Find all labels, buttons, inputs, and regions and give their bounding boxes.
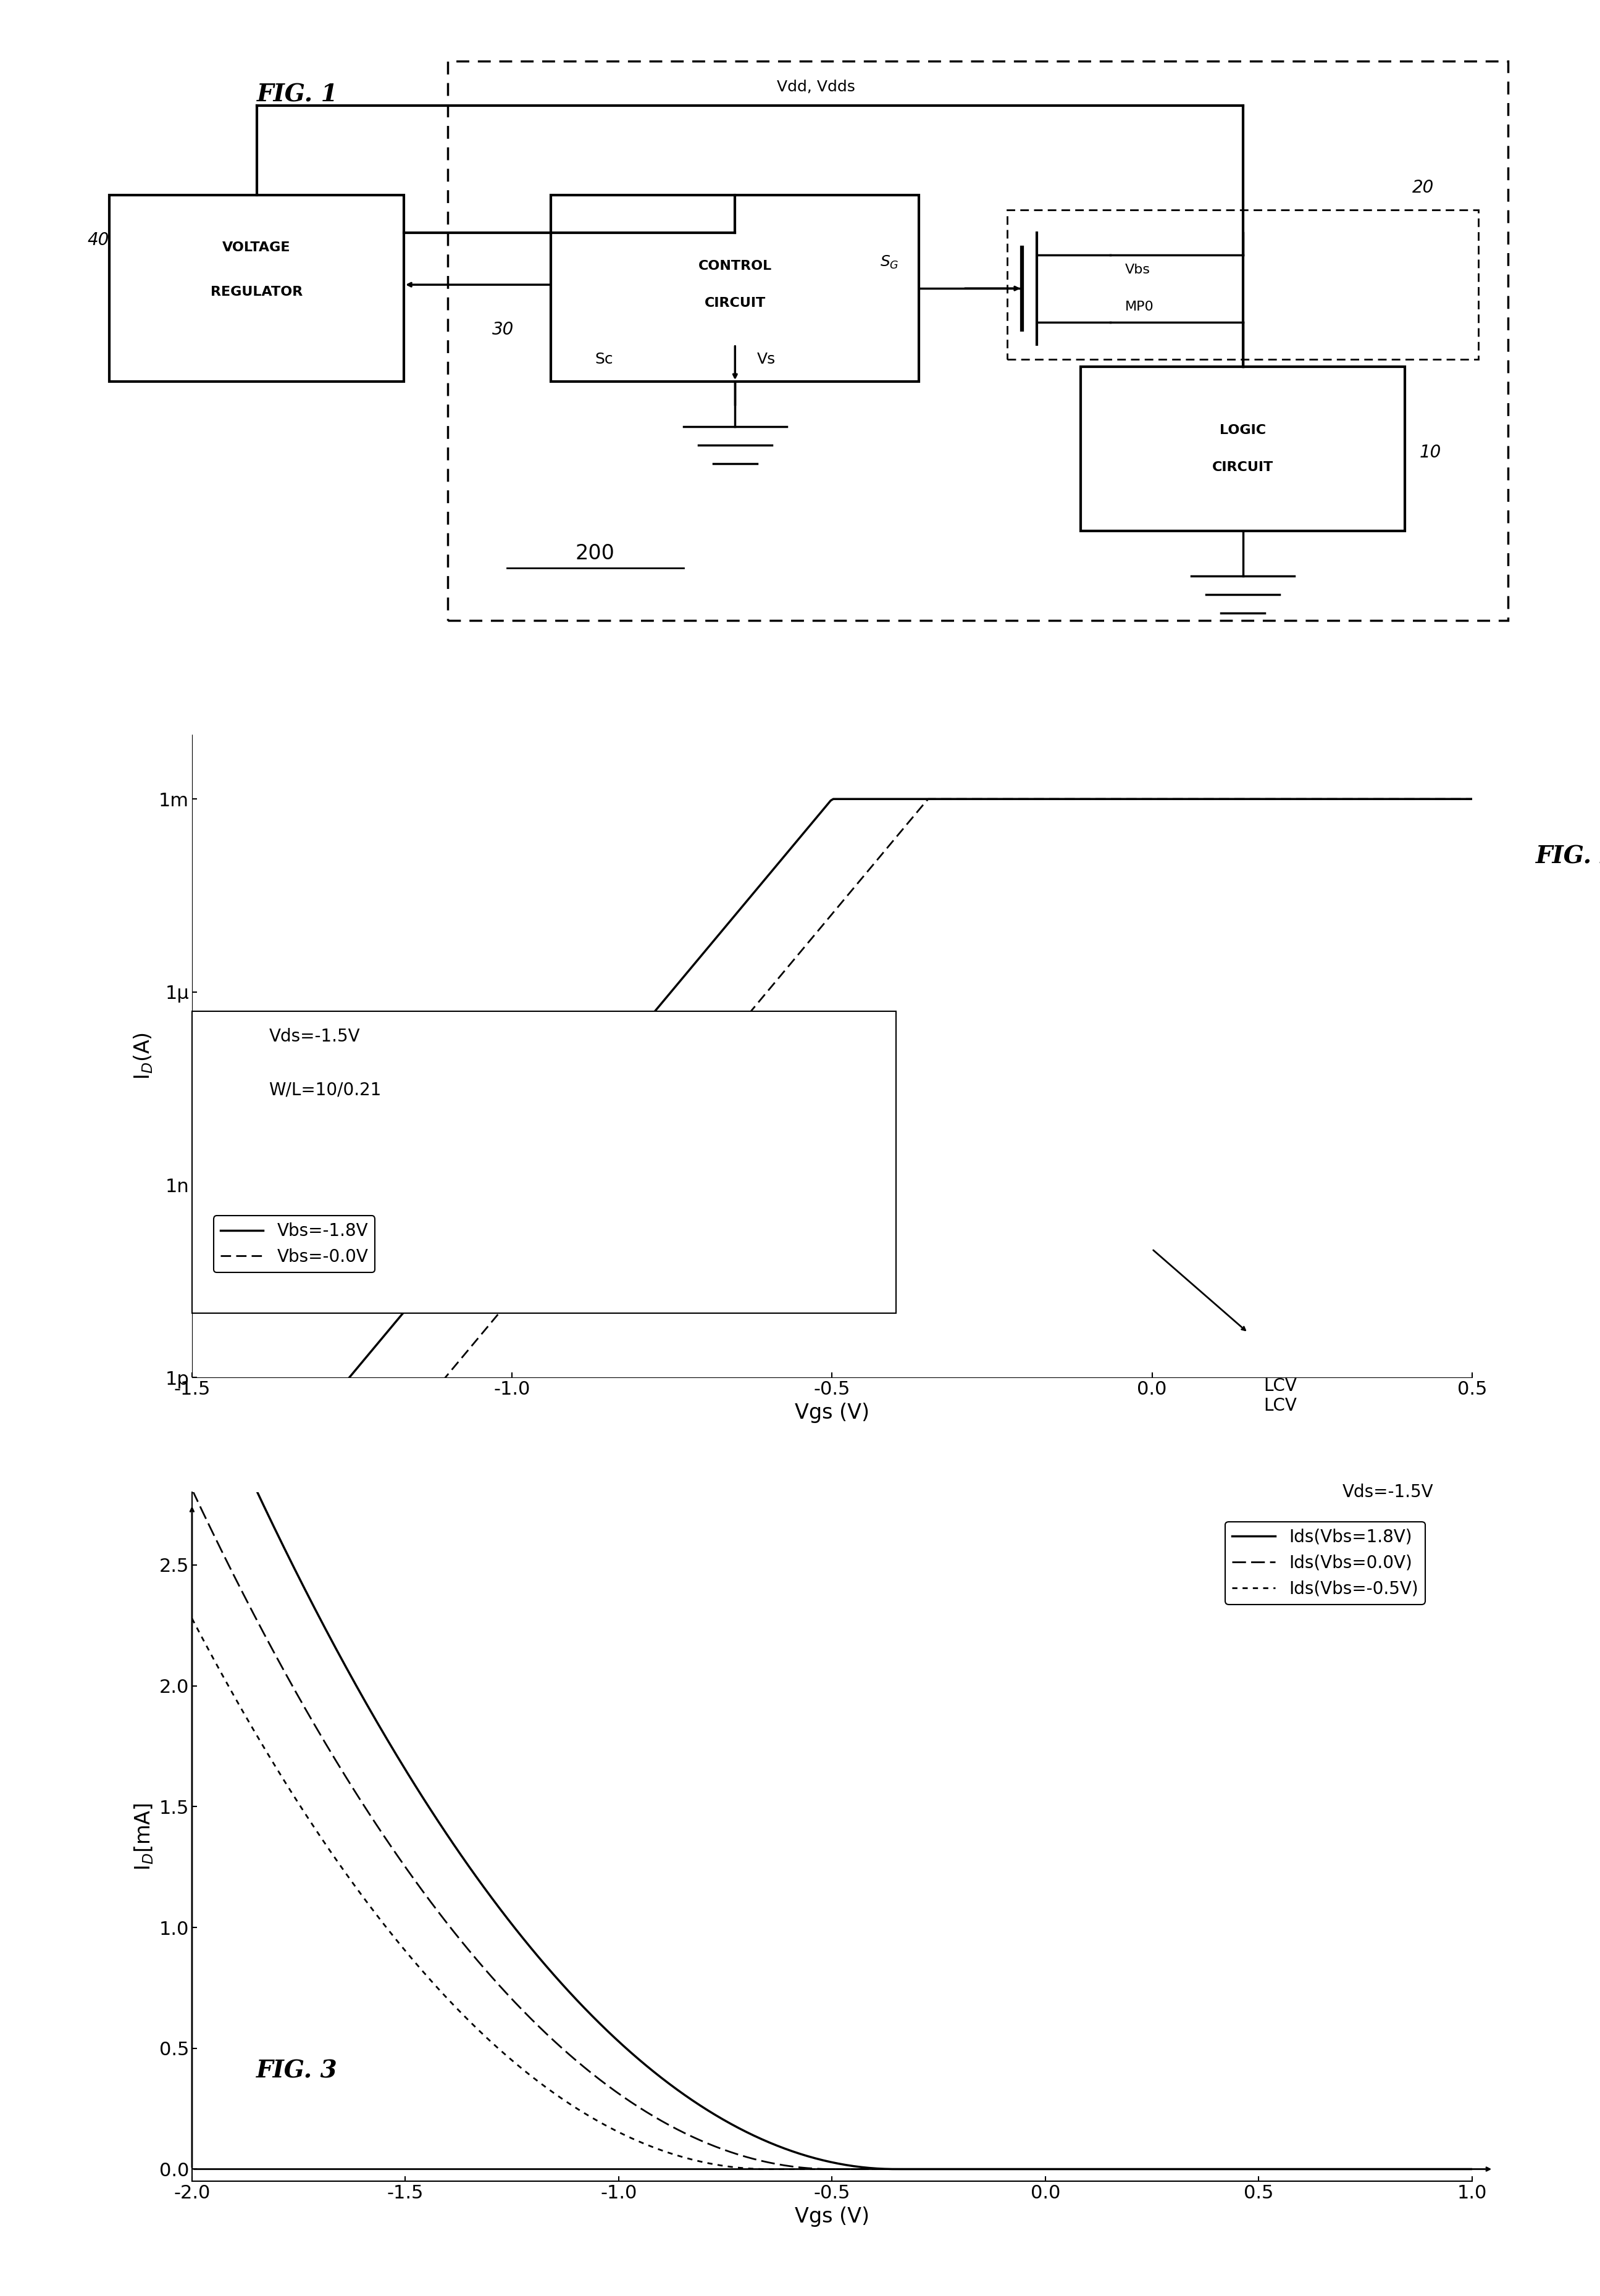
Vbs=-1.8V xyxy=(944,785,963,813)
Ids(Vbs=0.0V) xyxy=(1434,2156,1453,2183)
Ids(Vbs=-0.5V) xyxy=(877,2156,896,2183)
Ids(Vbs=-0.5V) xyxy=(1234,2156,1253,2183)
FancyBboxPatch shape xyxy=(550,195,918,381)
Ids(Vbs=0.0V) xyxy=(182,1476,202,1504)
Text: 40: 40 xyxy=(88,232,109,248)
Text: VOLTAGE: VOLTAGE xyxy=(222,241,291,253)
Vbs=-1.8V xyxy=(182,1428,202,1456)
Vbs=-1.8V xyxy=(790,824,810,852)
Text: 10: 10 xyxy=(1419,443,1442,461)
Y-axis label: I$_D$(A): I$_D$(A) xyxy=(133,1033,155,1079)
Ids(Vbs=0.0V) xyxy=(1462,2156,1482,2183)
Ids(Vbs=1.8V) xyxy=(182,1334,202,1362)
Text: Vbs: Vbs xyxy=(1125,264,1150,276)
Text: Sc: Sc xyxy=(595,351,613,367)
Ids(Vbs=1.8V) xyxy=(1234,2156,1253,2183)
Vbs=-1.8V xyxy=(875,785,894,813)
Line: Vbs=-1.8V: Vbs=-1.8V xyxy=(192,799,1472,1442)
Vbs=-0.0V xyxy=(1232,785,1251,813)
Vbs=-0.0V xyxy=(944,785,963,813)
Ids(Vbs=1.8V) xyxy=(888,2156,907,2183)
Text: FIG. 3: FIG. 3 xyxy=(256,2060,338,2082)
Ids(Vbs=-0.5V) xyxy=(794,2156,813,2183)
Y-axis label: I$_D$[mA]: I$_D$[mA] xyxy=(133,1802,155,1871)
Text: W/L=10/0.21: W/L=10/0.21 xyxy=(269,1081,381,1097)
Line: Vbs=-0.0V: Vbs=-0.0V xyxy=(192,799,1472,1442)
Ids(Vbs=-0.5V) xyxy=(947,2156,966,2183)
Vbs=-1.8V xyxy=(1232,785,1251,813)
Legend: Vbs=-1.8V, Vbs=-0.0V: Vbs=-1.8V, Vbs=-0.0V xyxy=(213,1215,374,1272)
Ids(Vbs=0.0V) xyxy=(877,2156,896,2183)
Text: FIG. 2: FIG. 2 xyxy=(1536,845,1600,868)
Ids(Vbs=-0.5V) xyxy=(760,2156,779,2183)
Text: REGULATOR: REGULATOR xyxy=(211,287,302,298)
Text: CONTROL: CONTROL xyxy=(698,259,771,273)
FancyBboxPatch shape xyxy=(192,1010,896,1313)
Ids(Vbs=1.8V) xyxy=(875,2156,894,2183)
Ids(Vbs=0.0V) xyxy=(947,2156,966,2183)
Text: $S_G$: $S_G$ xyxy=(880,255,899,271)
Text: Vds=-1.5V: Vds=-1.5V xyxy=(269,1029,360,1045)
Text: LOGIC: LOGIC xyxy=(1219,425,1266,436)
Vbs=-0.0V xyxy=(1432,785,1451,813)
X-axis label: Vgs (V): Vgs (V) xyxy=(795,2206,869,2227)
Ids(Vbs=1.8V) xyxy=(798,2142,818,2170)
Ids(Vbs=1.8V) xyxy=(947,2156,966,2183)
Vbs=-1.8V xyxy=(1462,785,1482,813)
Ids(Vbs=0.0V) xyxy=(790,2154,810,2181)
Vbs=-1.8V xyxy=(798,815,818,843)
Vbs=-0.0V xyxy=(182,1428,202,1456)
Ids(Vbs=0.0V) xyxy=(798,2154,818,2181)
Ids(Vbs=1.8V) xyxy=(1462,2156,1482,2183)
Vbs=-1.8V xyxy=(1432,785,1451,813)
Text: 200: 200 xyxy=(576,544,614,563)
Ids(Vbs=-0.5V) xyxy=(800,2156,819,2183)
Text: LCV: LCV xyxy=(1264,1378,1296,1396)
Ids(Vbs=-0.5V) xyxy=(182,1605,202,1632)
Text: FIG. 1: FIG. 1 xyxy=(256,83,338,106)
X-axis label: Vgs (V): Vgs (V) xyxy=(795,1403,869,1424)
FancyBboxPatch shape xyxy=(109,195,403,381)
Text: MP0: MP0 xyxy=(1125,301,1154,312)
Vbs=-0.0V xyxy=(1462,785,1482,813)
Ids(Vbs=0.0V) xyxy=(824,2156,843,2183)
Ids(Vbs=0.0V) xyxy=(1234,2156,1253,2183)
Ids(Vbs=1.8V) xyxy=(790,2140,810,2167)
Text: Vs: Vs xyxy=(757,351,776,367)
Text: Vds=-1.5V: Vds=-1.5V xyxy=(1342,1483,1434,1502)
Text: CIRCUIT: CIRCUIT xyxy=(704,296,766,310)
Line: Ids(Vbs=1.8V): Ids(Vbs=1.8V) xyxy=(192,1348,1472,2170)
Line: Ids(Vbs=-0.5V): Ids(Vbs=-0.5V) xyxy=(192,1619,1472,2170)
Vbs=-0.0V xyxy=(790,939,810,967)
Vbs=-0.0V xyxy=(875,838,894,866)
Ids(Vbs=-0.5V) xyxy=(1434,2156,1453,2183)
Text: LCV: LCV xyxy=(1264,1396,1296,1414)
Line: Ids(Vbs=0.0V): Ids(Vbs=0.0V) xyxy=(192,1490,1472,2170)
Ids(Vbs=1.8V) xyxy=(1434,2156,1453,2183)
Legend: Ids(Vbs=1.8V), Ids(Vbs=0.0V), Ids(Vbs=-0.5V): Ids(Vbs=1.8V), Ids(Vbs=0.0V), Ids(Vbs=-0… xyxy=(1226,1522,1426,1605)
Text: CIRCUIT: CIRCUIT xyxy=(1213,461,1274,473)
Text: 30: 30 xyxy=(493,321,514,338)
Text: Vdd, Vdds: Vdd, Vdds xyxy=(778,80,854,94)
Text: 20: 20 xyxy=(1413,179,1434,197)
FancyBboxPatch shape xyxy=(1082,367,1405,530)
Vbs=-0.0V xyxy=(798,930,818,957)
Ids(Vbs=-0.5V) xyxy=(1462,2156,1482,2183)
